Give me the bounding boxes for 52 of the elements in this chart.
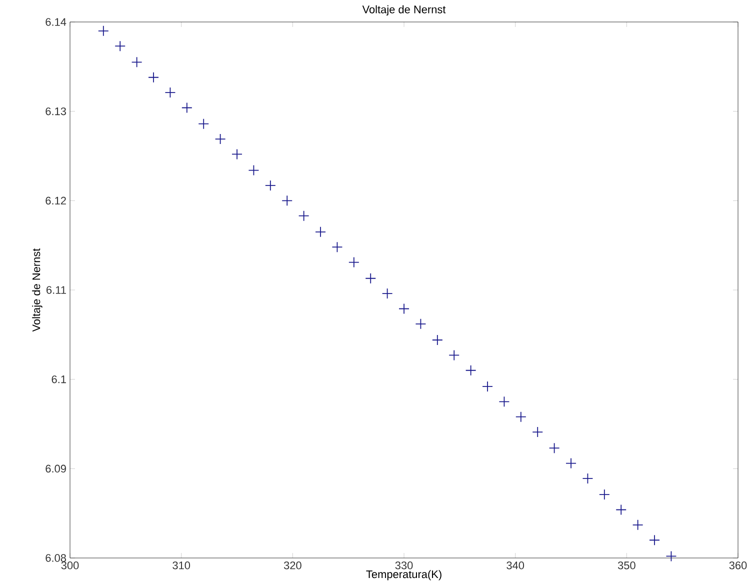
point (666, 550, 677, 562)
x-tick-label: 340 (506, 562, 524, 570)
point (264, 180, 276, 191)
y-tick-label: 6.08 (46, 554, 66, 562)
point (365, 272, 376, 284)
point (98, 25, 109, 36)
point (398, 303, 410, 314)
point (632, 519, 644, 530)
x-tick-label: 320 (284, 562, 302, 570)
point (498, 396, 510, 408)
point (214, 134, 226, 144)
point (232, 148, 242, 160)
point (649, 534, 660, 546)
y-tick-label: 6.09 (46, 464, 66, 473)
point (548, 442, 560, 454)
point (164, 87, 176, 98)
point (448, 350, 460, 361)
y-tick-label: 6.13 (46, 107, 66, 116)
point (332, 242, 343, 253)
x-axis-title: Temperatura(K) (366, 570, 442, 580)
point (482, 381, 493, 392)
x-tick-label: 310 (172, 562, 190, 570)
point (114, 40, 126, 52)
point (248, 164, 260, 176)
point (532, 426, 544, 438)
point (315, 226, 326, 238)
point (148, 72, 159, 83)
y-tick-label: 6.14 (46, 18, 66, 26)
point (598, 489, 610, 500)
point (465, 364, 476, 376)
point (582, 473, 594, 484)
point (515, 411, 526, 422)
x-tick-label: 330 (395, 562, 413, 570)
y-axis-title: Voltaje de Nernst (32, 248, 42, 332)
x-tick-label: 360 (729, 562, 747, 570)
x-tick-label: 350 (618, 562, 636, 570)
y-tick-label: 6.11 (46, 286, 66, 294)
point (282, 195, 293, 206)
point (415, 318, 426, 330)
point (181, 102, 192, 114)
y-tick-label: 6.12 (46, 196, 66, 205)
point (616, 504, 627, 516)
point (198, 118, 210, 130)
y-tick-label: 6.1 (52, 375, 66, 384)
chart-title: Voltaje de Nernst (362, 5, 446, 16)
point (348, 256, 360, 268)
point (432, 334, 443, 346)
x-tick-label: 300 (61, 562, 79, 570)
point (131, 56, 142, 68)
point (566, 458, 576, 469)
point (298, 210, 310, 222)
point (382, 288, 393, 300)
